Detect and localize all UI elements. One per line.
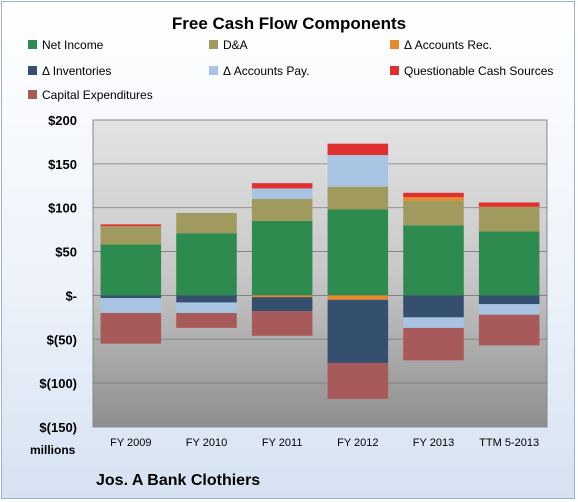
legend-label: Net Income (42, 38, 104, 52)
bar-segment (478, 295, 540, 305)
bar-segment (327, 143, 389, 156)
y-tick-label: $(50) (47, 332, 77, 347)
bar-segment (327, 362, 389, 399)
legend-item-3: Δ Inventories (28, 64, 111, 78)
bar-segment (327, 295, 389, 300)
x-tick-label: FY 2011 (262, 437, 303, 449)
bar-segment (327, 186, 389, 210)
legend-item-5: Questionable Cash Sources (390, 64, 553, 78)
x-tick-label: FY 2010 (186, 437, 227, 449)
bar-segment (478, 206, 540, 232)
plot-area (93, 120, 547, 427)
y-tick-label: $- (65, 288, 77, 303)
bar-segment (478, 231, 540, 296)
legend-swatch (28, 66, 37, 75)
bar-segment (403, 200, 464, 226)
bar-segment (478, 304, 540, 315)
bar-segment (327, 209, 389, 296)
plot-border (92, 119, 548, 428)
legend-swatch (28, 90, 37, 99)
legend-label: Δ Accounts Pay. (223, 64, 310, 78)
bar-segment (100, 244, 162, 296)
bar-segment (403, 197, 464, 201)
company-name: Jos. A Bank Clothiers (96, 472, 261, 489)
y-tick-label: $200 (48, 113, 77, 128)
bar-segment (251, 297, 313, 312)
bar-segment (176, 212, 237, 234)
bar-segment (100, 224, 162, 227)
legend-swatch (390, 66, 399, 75)
bar-segment (478, 314, 540, 346)
legend-item-2: Δ Accounts Rec. (390, 38, 492, 52)
bar-segment (100, 295, 162, 299)
x-tick-label: FY 2009 (110, 437, 151, 449)
bar-segment (327, 299, 389, 363)
bar-segment (403, 295, 464, 318)
legend-item-4: Δ Accounts Pay. (209, 64, 310, 78)
bar-segment (176, 302, 237, 313)
legend-label: Capital Expenditures (42, 88, 153, 102)
legend-swatch (28, 40, 37, 49)
bar-segment (327, 155, 389, 187)
bar-segment (403, 317, 464, 328)
bar-segment (176, 295, 237, 303)
bar-segment (403, 225, 464, 296)
bar-segment (176, 233, 237, 296)
y-tick-label: $50 (55, 245, 77, 260)
chart-title: Free Cash Flow Components (171, 14, 407, 33)
bar-segment (251, 188, 313, 199)
legend-label: Δ Accounts Rec. (404, 38, 493, 52)
legend-label: Questionable Cash Sources (404, 64, 554, 78)
legend-swatch (209, 40, 218, 49)
bar-segment (251, 198, 313, 221)
y-tick-label: $(100) (39, 376, 77, 391)
units-label: millions (30, 443, 76, 457)
y-tick-label: $150 (48, 157, 77, 172)
bar-segment (251, 183, 313, 189)
bar-segment (100, 226, 162, 245)
bar-segment (100, 312, 162, 344)
x-tick-label: FY 2013 (413, 437, 454, 449)
bar-segment (251, 295, 313, 298)
y-tick-label: $100 (48, 201, 77, 216)
legend-item-6: Capital Expenditures (28, 88, 153, 102)
y-tick-label: $(150) (39, 420, 77, 435)
legend-label: D&A (223, 38, 248, 52)
x-tick-label: FY 2012 (337, 437, 378, 449)
bar-segment (403, 192, 464, 198)
bar-segment (176, 312, 237, 328)
legend-item-1: D&A (209, 38, 248, 52)
bar-segment (403, 327, 464, 361)
bar-segment (478, 202, 540, 207)
bar-segment (251, 220, 313, 296)
legend-item-0: Net Income (28, 38, 103, 52)
legend-swatch (390, 40, 399, 49)
bar-segment (251, 311, 313, 336)
bar-segment (100, 298, 162, 313)
x-tick-label: TTM 5-2013 (479, 437, 539, 449)
legend-label: Δ Inventories (42, 64, 112, 78)
legend-swatch (209, 66, 218, 75)
